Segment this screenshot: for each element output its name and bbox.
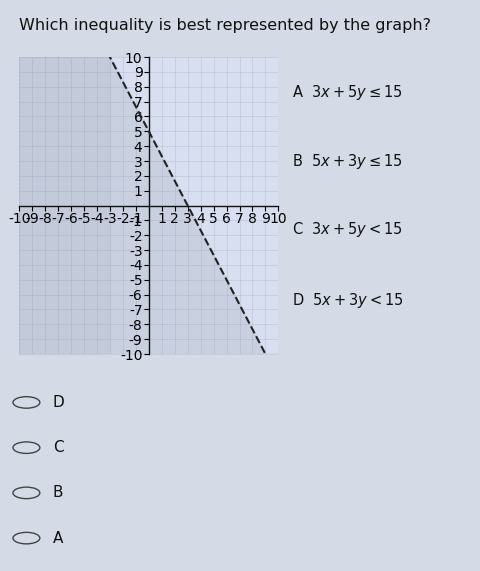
Text: C: C xyxy=(53,440,63,455)
Text: A: A xyxy=(53,530,63,546)
Text: D: D xyxy=(53,395,64,410)
Text: B: B xyxy=(53,485,63,500)
Text: A  $3x + 5y \leq 15$: A $3x + 5y \leq 15$ xyxy=(292,83,402,102)
Text: Which inequality is best represented by the graph?: Which inequality is best represented by … xyxy=(19,18,431,33)
Text: D  $5x + 3y < 15$: D $5x + 3y < 15$ xyxy=(292,291,404,310)
Text: C  $3x + 5y < 15$: C $3x + 5y < 15$ xyxy=(292,220,403,239)
Text: B  $5x + 3y \leq 15$: B $5x + 3y \leq 15$ xyxy=(292,151,402,171)
